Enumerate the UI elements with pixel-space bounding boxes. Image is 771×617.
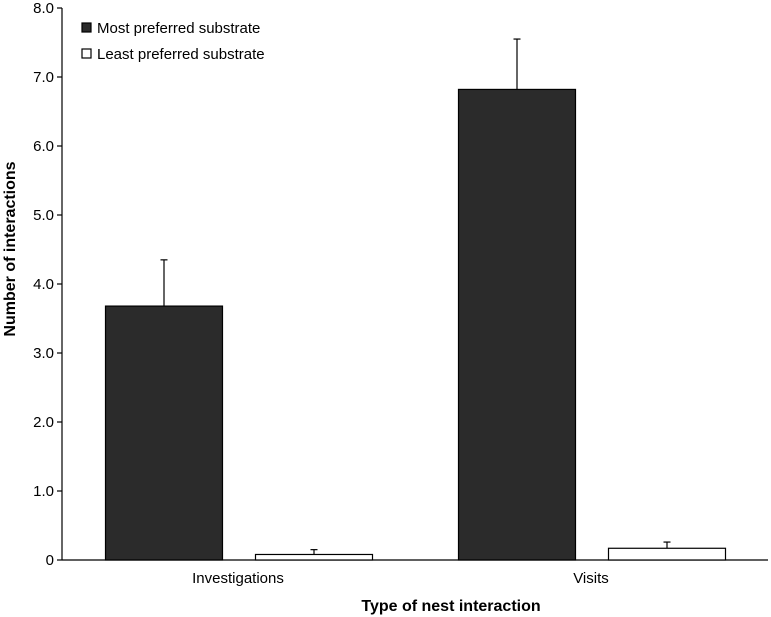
bar-least-visits [607,547,727,561]
x-axis-title: Type of nest interaction [361,598,540,615]
x-category-label: Visits [573,570,609,587]
y-tick-label: 3.0 [33,345,54,362]
y-tick-label: 4.0 [33,276,54,293]
legend-swatch [81,22,92,33]
legend-label: Most preferred substrate [97,20,260,37]
y-tick-label: 7.0 [33,69,54,86]
y-tick-label: 8.0 [33,0,54,17]
bar-most-visits [457,88,577,561]
bar-most-investigations [104,305,224,561]
y-axis-title: Number of interactions [2,161,19,336]
axes: 0 1.0 2.0 3.0 4.0 5.0 6.0 7.0 8.0 Investigations V… [33,0,768,587]
y-tick-label: 6.0 [33,138,54,155]
y-tick-label: 1.0 [33,483,54,500]
bars [104,88,727,561]
legend-label: Least preferred substrate [97,46,265,63]
y-tick-label: 0 [46,552,54,569]
legend: Most preferred substrate Least preferred … [81,20,265,63]
bar-least-investigations [254,553,374,561]
legend-swatch [81,48,92,59]
error-bars [160,38,671,555]
y-tick-label: 2.0 [33,414,54,431]
y-tick-label: 5.0 [33,207,54,224]
x-category-label: Investigations [192,570,284,587]
